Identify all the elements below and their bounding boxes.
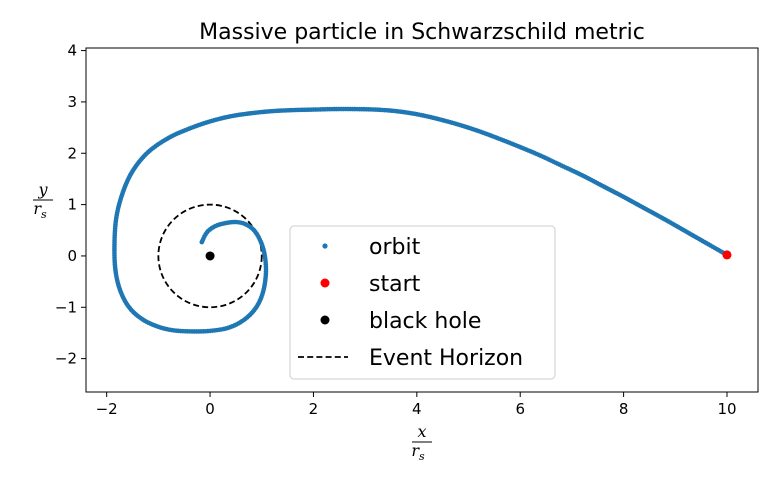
y-axis-ticks: −2 −1 0 1 2 3 4 bbox=[55, 42, 86, 368]
event-horizon-circle bbox=[157, 203, 263, 309]
y-axis-label: y rs bbox=[33, 180, 53, 221]
y-axis-label-denominator-base: r bbox=[33, 199, 42, 218]
x-tick-label: 10 bbox=[717, 400, 736, 418]
legend-box bbox=[289, 225, 556, 380]
chart-title: Massive particle in Schwarzschild metric bbox=[199, 20, 645, 45]
x-tick-label: 0 bbox=[205, 400, 215, 418]
y-tick-label: 1 bbox=[67, 196, 77, 214]
event-horizon-layer bbox=[157, 203, 263, 309]
y-axis-label-denominator-subscript: s bbox=[41, 208, 47, 221]
marker-layer bbox=[205, 250, 732, 261]
x-axis-label-denominator: rs bbox=[411, 441, 425, 463]
legend-marker-start bbox=[320, 278, 330, 288]
y-tick-label: 0 bbox=[67, 247, 77, 265]
x-axis-label: x rs bbox=[411, 422, 432, 463]
x-tick-label: 6 bbox=[515, 400, 525, 418]
y-tick-label: 3 bbox=[67, 93, 77, 111]
x-tick-label: −2 bbox=[96, 400, 118, 418]
legend-label-start: start bbox=[369, 272, 421, 297]
x-tick-label: 4 bbox=[412, 400, 422, 418]
x-tick-label: 2 bbox=[309, 400, 319, 418]
legend-label-orbit: orbit bbox=[369, 235, 421, 260]
legend-marker-black-hole bbox=[320, 315, 330, 325]
plot-area bbox=[85, 47, 759, 393]
y-tick-label: −2 bbox=[55, 350, 77, 368]
x-axis-ticks: −2 0 2 4 6 8 10 bbox=[96, 392, 737, 418]
legend: orbit start black hole Event Horizon bbox=[289, 225, 556, 380]
y-tick-label: 4 bbox=[67, 42, 77, 60]
orbit-point bbox=[199, 239, 205, 245]
x-axis-label-denominator-base: r bbox=[411, 441, 420, 460]
y-tick-label: 2 bbox=[67, 144, 77, 162]
legend-label-event-horizon: Event Horizon bbox=[369, 346, 523, 371]
x-tick-label: 8 bbox=[619, 400, 629, 418]
start-marker bbox=[722, 250, 732, 260]
y-tick-label: −1 bbox=[55, 298, 77, 316]
x-axis-label-numerator: x bbox=[417, 422, 426, 441]
x-axis-label-denominator-subscript: s bbox=[419, 450, 425, 463]
black-hole-marker bbox=[205, 251, 215, 261]
legend-label-black-hole: black hole bbox=[369, 309, 481, 334]
y-axis-label-numerator: y bbox=[37, 180, 48, 199]
legend-marker-orbit bbox=[322, 243, 328, 249]
y-axis-label-denominator: rs bbox=[33, 199, 47, 221]
